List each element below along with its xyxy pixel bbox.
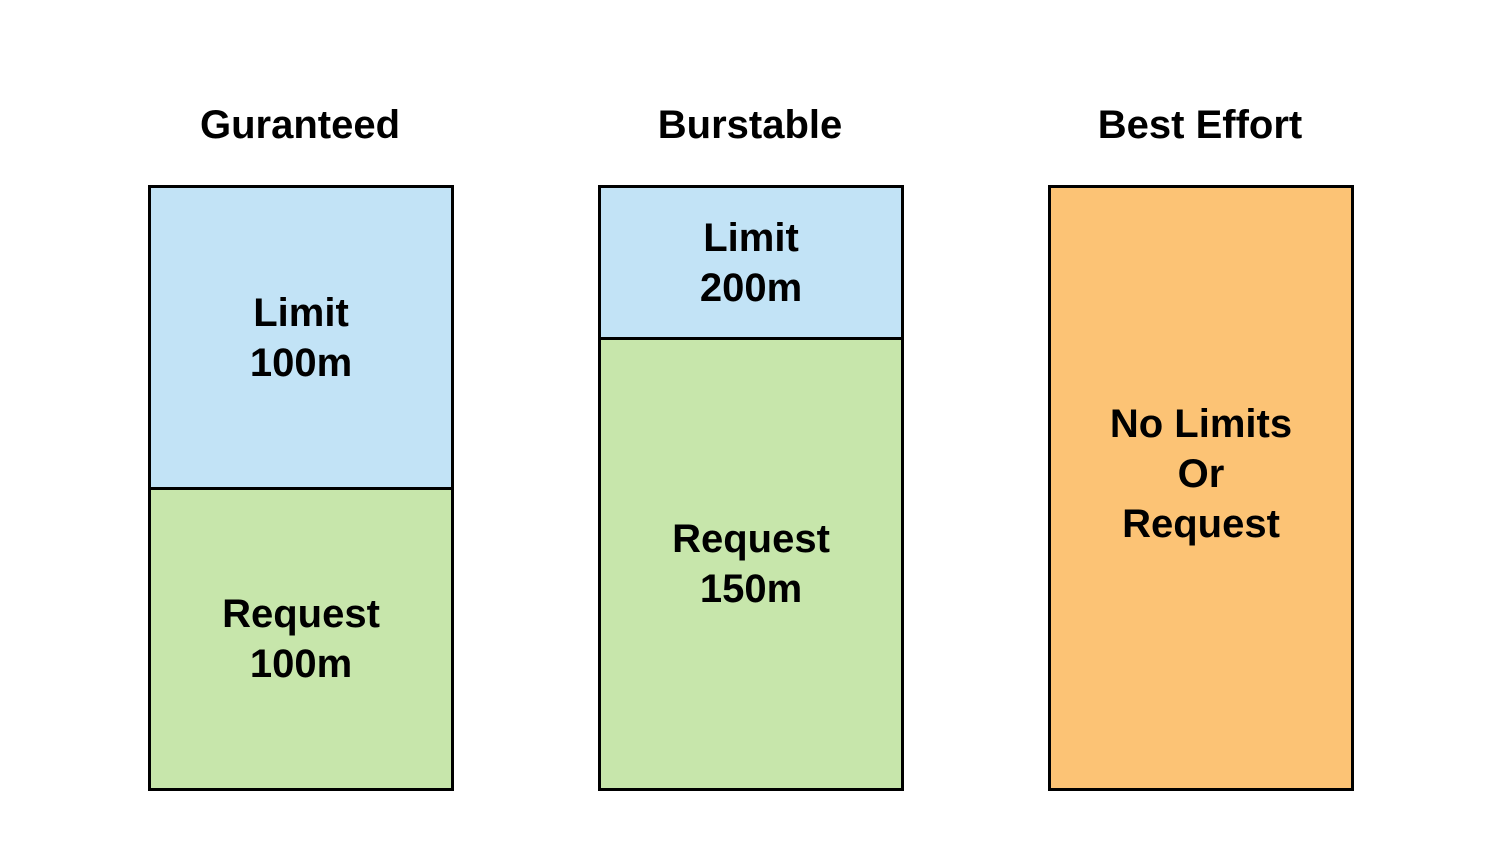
burstable-limit-value: 200m <box>699 265 803 310</box>
burstable-box: Limit 200m Request 150m <box>598 185 904 791</box>
guaranteed-limit-label: Limit <box>253 290 349 335</box>
burstable-title: Burstable <box>657 103 843 147</box>
best-effort-line-3: Request <box>1122 502 1280 546</box>
best-effort-title: Best Effort <box>1097 103 1303 147</box>
best-effort-segment: No Limits Or Request <box>1051 188 1351 788</box>
best-effort-line-1: No Limits <box>1109 402 1293 446</box>
best-effort-line-2: Or <box>1177 452 1225 496</box>
guaranteed-box: Limit 100m Request 100m <box>148 185 454 791</box>
guaranteed-divider <box>151 487 451 490</box>
burstable-divider <box>601 337 901 340</box>
best-effort-box: No Limits Or Request <box>1048 185 1354 791</box>
burstable-request-value: 150m <box>699 567 803 611</box>
burstable-limit-segment: Limit 200m <box>601 188 901 337</box>
burstable-request-label: Request <box>672 517 830 561</box>
burstable-request-segment: Request 150m <box>601 340 901 788</box>
guaranteed-limit-value: 100m <box>249 340 353 385</box>
guaranteed-limit-segment: Limit 100m <box>151 188 451 487</box>
burstable-limit-label: Limit <box>703 215 799 260</box>
guaranteed-request-value: 100m <box>249 642 353 686</box>
guaranteed-title: Guranteed <box>199 103 401 147</box>
guaranteed-request-segment: Request 100m <box>151 490 451 788</box>
guaranteed-request-label: Request <box>222 592 380 636</box>
